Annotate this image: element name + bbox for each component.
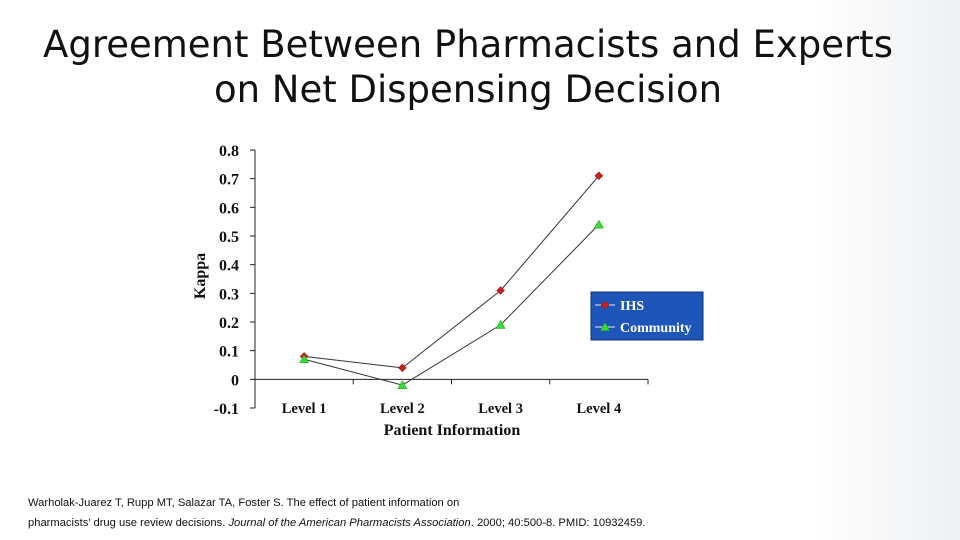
y-tick-label: 0.1 [219,344,239,361]
y-tick-label: 0.7 [219,172,239,189]
x-tick-label: Level 1 [282,401,327,417]
legend-label-community: Community [620,321,692,336]
y-tick-label: 0.8 [219,143,239,160]
x-tick-label: Level 4 [577,401,622,417]
slide-background-shade [810,0,960,540]
chart-series [299,171,604,389]
chart-axes [250,149,649,409]
legend-box [590,291,704,341]
legend-marker-ihs [600,300,610,310]
y-tick-labels: 0.8 0.7 0.6 0.5 0.4 0.3 0.2 0.1 0 -0.1 [214,143,239,418]
citation-text-b: . 2000; 40:500-8. PMID: 10932459. [470,517,646,529]
x-axis-label: Patient Information [384,422,521,439]
y-tick-label: 0.3 [219,286,239,303]
series-ihs [299,171,604,373]
title-line-1: Agreement Between Pharmacists and Expert… [43,23,893,66]
legend-marker-community [600,321,610,331]
data-point-ihs [398,363,407,373]
slide-title: Agreement Between Pharmacists and Expert… [0,22,936,112]
citation-text-a: pharmacists’ drug use review decisions. [28,517,229,529]
y-tick-label: 0.5 [219,229,239,246]
data-point-community [495,319,506,329]
x-tick-label: Level 3 [478,401,523,417]
data-point-community [299,354,310,364]
y-tick-label: 0 [231,372,239,389]
data-point-ihs [496,286,505,295]
chart-legend: IHS Community [590,291,704,341]
series-line-ihs [304,175,600,369]
data-point-ihs [594,171,604,181]
legend-label-ihs: IHS [620,299,644,314]
series-line-community [303,224,600,386]
series-community [299,219,604,389]
citation-line-2: pharmacists’ drug use review decisions. … [28,513,928,533]
x-tick-label: Level 2 [380,401,425,417]
y-tick-label: 0.4 [219,258,239,275]
y-tick-label: -0.1 [214,401,239,418]
title-line-2: on Net Dispensing Decision [213,68,723,111]
citation-journal: Journal of the American Pharmacists Asso… [228,517,471,529]
data-point-community [397,380,408,389]
y-axis-label: Kappa [192,253,209,299]
y-tick-label: 0.6 [219,200,239,217]
citation-line-1: Warholak-Juarez T, Rupp MT, Salazar TA, … [28,497,460,509]
citation: Warholak-Juarez T, Rupp MT, Salazar TA, … [28,493,928,533]
y-tick-label: 0.2 [219,315,239,332]
data-point-community [593,219,604,229]
x-tick-labels: Level 1 Level 2 Level 3 Level 4 [282,401,621,417]
